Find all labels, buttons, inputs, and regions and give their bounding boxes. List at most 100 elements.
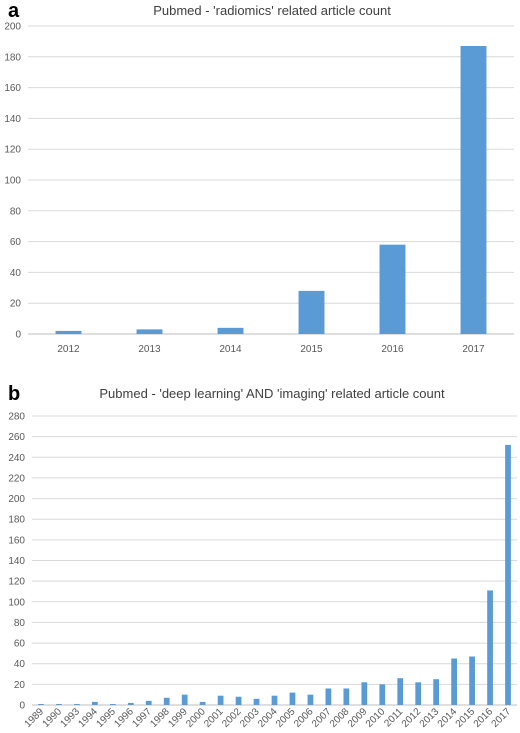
x-tick-label: 2014 xyxy=(219,344,242,355)
x-tick-label: 1995 xyxy=(94,706,118,730)
bar xyxy=(91,701,98,705)
bar xyxy=(379,684,386,705)
bar xyxy=(56,703,62,705)
bar xyxy=(307,694,314,705)
y-tick-label: 180 xyxy=(4,52,21,63)
bar xyxy=(361,682,368,705)
chart-a-title: Pubmed - 'radiomics' related article cou… xyxy=(153,3,391,18)
y-tick-label: 240 xyxy=(8,453,25,464)
bar xyxy=(289,692,296,705)
bar xyxy=(217,695,224,705)
y-tick-label: 220 xyxy=(8,473,25,484)
y-tick-label: 100 xyxy=(8,597,25,608)
bar xyxy=(74,703,80,705)
chart-a: a Pubmed - 'radiomics' related article c… xyxy=(4,0,514,355)
y-tick-label: 80 xyxy=(14,618,26,629)
bar xyxy=(109,703,116,705)
panel-label-a: a xyxy=(8,0,20,22)
y-tick-label: 40 xyxy=(10,268,22,279)
x-tick-label: 1989 xyxy=(23,706,47,730)
y-tick-label: 20 xyxy=(14,680,26,691)
x-tick-label: 2011 xyxy=(382,706,405,729)
x-tick-label: 2016 xyxy=(472,706,496,730)
x-tick-label: 2017 xyxy=(462,344,485,355)
x-tick-label: 2005 xyxy=(274,706,298,730)
x-tick-label: 1990 xyxy=(41,706,65,730)
bar xyxy=(460,46,487,335)
y-tick-label: 160 xyxy=(4,83,21,94)
panel-label-b: b xyxy=(8,383,20,405)
bar xyxy=(235,696,242,705)
bar xyxy=(451,658,458,705)
x-tick-label: 2010 xyxy=(364,706,388,730)
x-tick-label: 2002 xyxy=(220,706,244,730)
chart-b-gridlines xyxy=(32,415,517,706)
y-tick-label: 80 xyxy=(10,206,22,217)
x-tick-label: 2015 xyxy=(300,344,323,355)
x-tick-label: 2000 xyxy=(184,706,208,730)
bar xyxy=(343,688,350,705)
bar xyxy=(181,694,188,705)
x-tick-label: 2014 xyxy=(436,706,460,730)
y-tick-label: 200 xyxy=(4,22,21,33)
x-tick-label: 2007 xyxy=(310,706,334,730)
x-tick-label: 2009 xyxy=(346,706,370,730)
y-tick-label: 20 xyxy=(10,299,22,310)
bar xyxy=(38,703,44,705)
x-tick-label: 2016 xyxy=(381,344,404,355)
x-tick-label: 2012 xyxy=(400,706,424,730)
x-tick-label: 2012 xyxy=(57,344,80,355)
chart-b-bars xyxy=(38,444,511,705)
x-tick-label: 2017 xyxy=(490,706,514,730)
bar xyxy=(55,330,82,334)
bar xyxy=(298,290,325,334)
y-tick-label: 120 xyxy=(4,145,21,156)
x-tick-label: 2004 xyxy=(256,706,280,730)
bar xyxy=(136,329,163,334)
bar xyxy=(127,702,134,705)
x-tick-label: 2008 xyxy=(328,706,352,730)
chart-a-gridlines xyxy=(28,25,514,335)
y-tick-label: 60 xyxy=(14,639,26,650)
chart-a-y-ticks: 0 20 40 60 80 100 120 140 160 180 200 xyxy=(4,22,21,341)
y-tick-label: 160 xyxy=(8,535,25,546)
x-tick-label: 2006 xyxy=(292,706,316,730)
bar xyxy=(505,444,511,705)
y-tick-label: 100 xyxy=(4,176,21,187)
x-tick-label: 1997 xyxy=(130,706,154,730)
y-tick-label: 120 xyxy=(8,577,25,588)
x-tick-label: 1993 xyxy=(59,706,83,730)
y-tick-label: 280 xyxy=(8,412,25,423)
bar xyxy=(325,688,332,705)
y-tick-label: 0 xyxy=(19,701,25,712)
y-tick-label: 40 xyxy=(14,659,26,670)
x-tick-label: 2013 xyxy=(418,706,442,730)
bar xyxy=(397,678,404,705)
x-tick-label: 1996 xyxy=(112,706,136,730)
bar xyxy=(163,697,170,705)
bar xyxy=(253,698,260,705)
y-tick-label: 180 xyxy=(8,515,25,526)
bar xyxy=(217,327,244,334)
bar xyxy=(415,682,422,705)
chart-b-x-ticks: 1989199019931994199519961997199819992000… xyxy=(23,706,514,730)
y-tick-label: 140 xyxy=(8,556,25,567)
chart-b-y-ticks: 0 20 40 60 80 100 120 140 160 180 200 220 240 260 280 xyxy=(8,412,25,712)
bar xyxy=(469,656,475,705)
chart-a-x-ticks: 2012 2013 2014 2015 2016 2017 xyxy=(57,344,485,355)
chart-b: b Pubmed - 'deep learning' AND 'imaging'… xyxy=(8,383,517,730)
y-tick-label: 200 xyxy=(8,494,25,505)
y-tick-label: 60 xyxy=(10,237,22,248)
x-tick-label: 2003 xyxy=(238,706,262,730)
bar xyxy=(271,695,278,705)
bar xyxy=(433,679,440,705)
bar xyxy=(379,244,406,334)
x-tick-label: 2001 xyxy=(202,706,226,730)
x-tick-label: 1998 xyxy=(148,706,172,730)
bar xyxy=(487,590,493,705)
x-tick-label: 1994 xyxy=(76,706,100,730)
bar xyxy=(145,700,152,705)
y-tick-label: 260 xyxy=(8,432,25,443)
chart-a-bars xyxy=(55,46,487,335)
x-tick-label: 2015 xyxy=(454,706,478,730)
